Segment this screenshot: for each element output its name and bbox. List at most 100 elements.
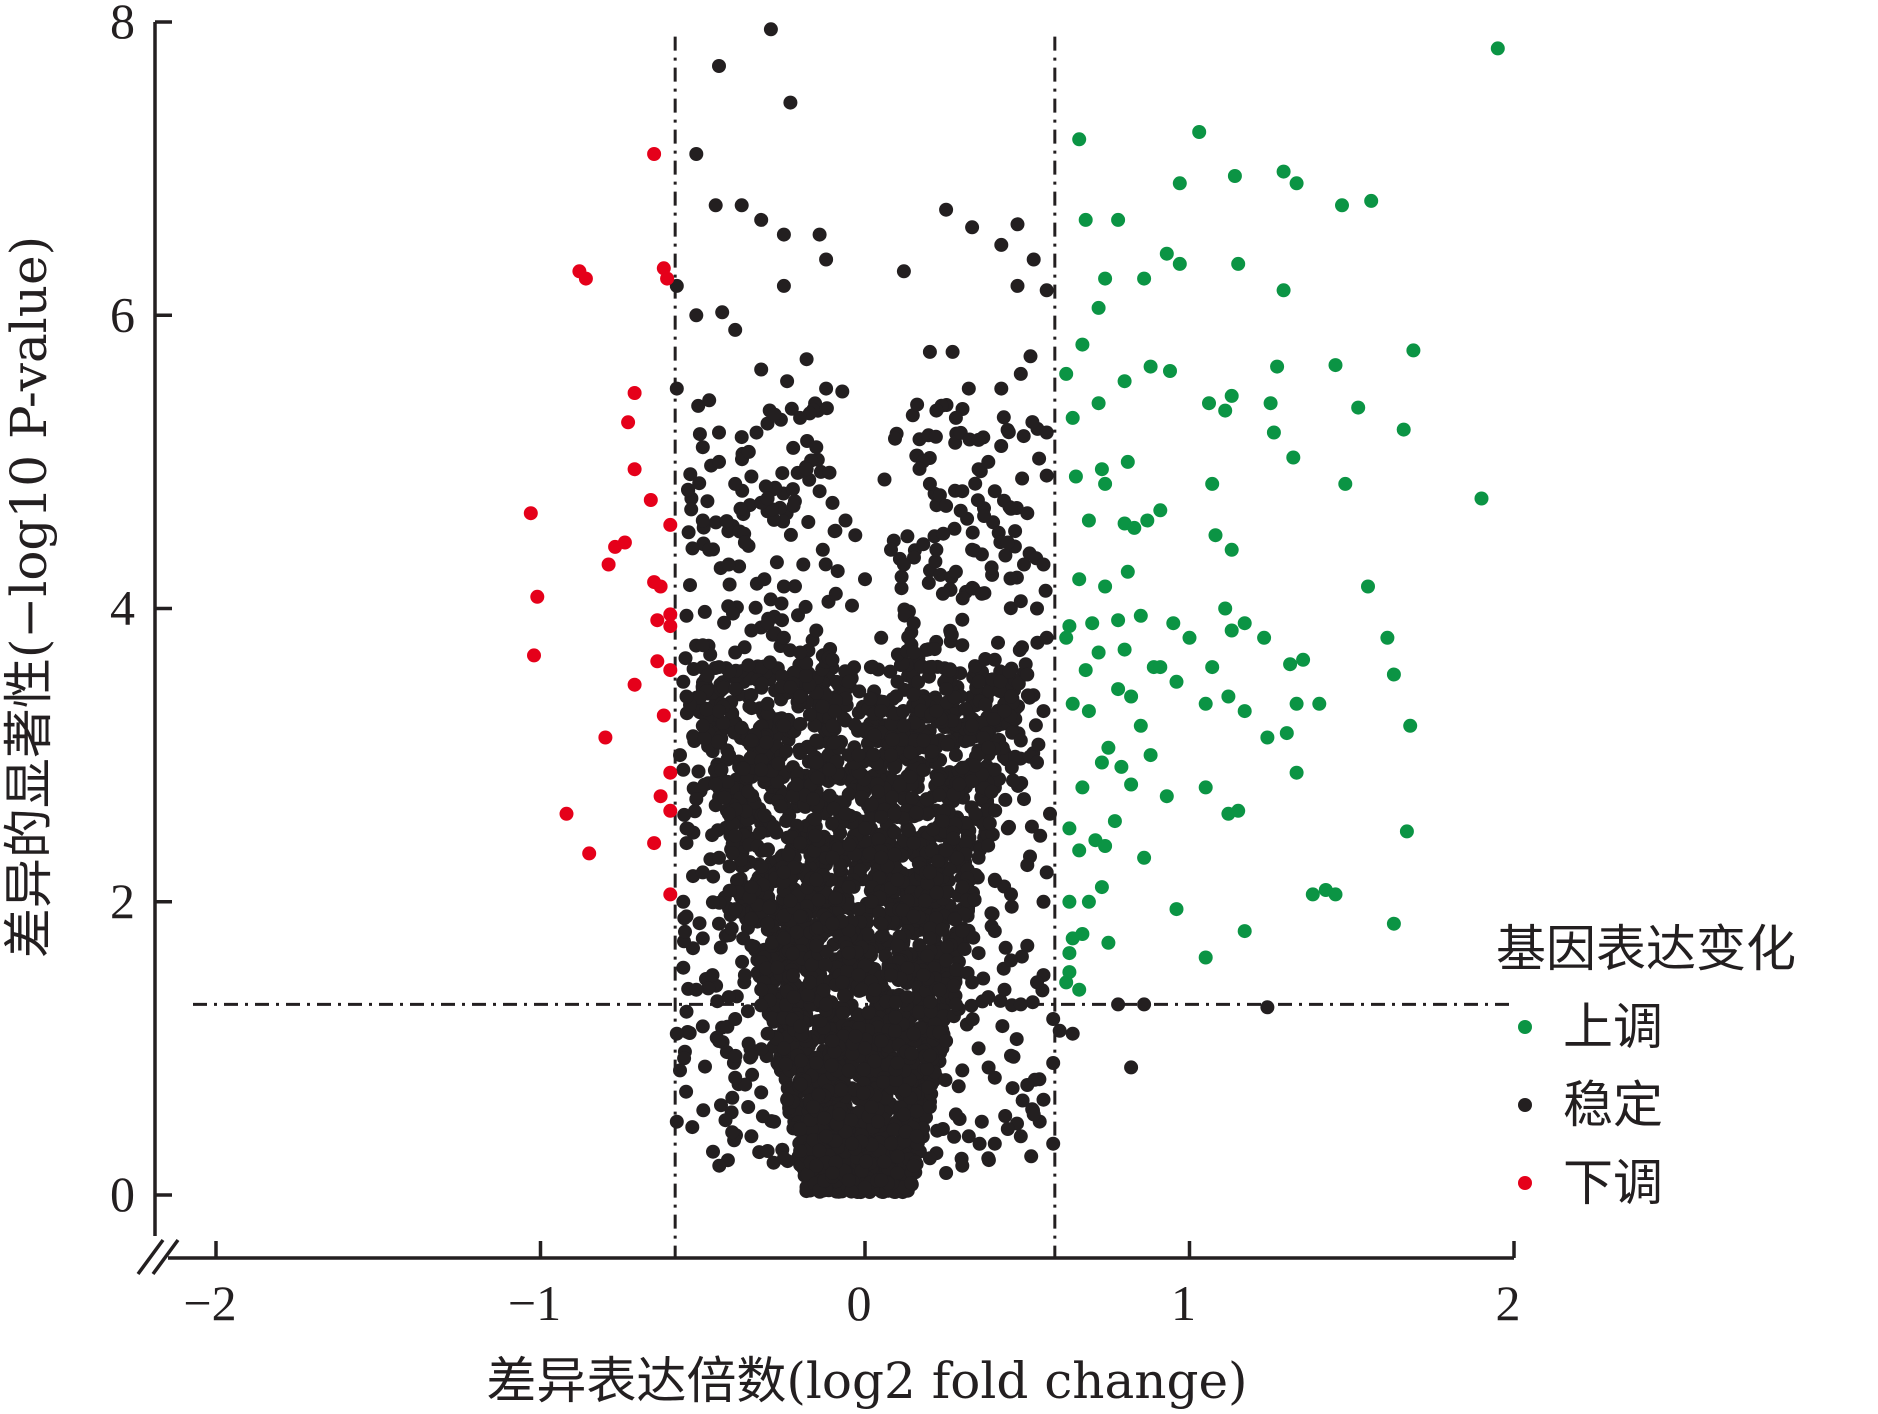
point-stable [734, 198, 749, 213]
point-stable [793, 746, 808, 760]
point-stable [737, 968, 752, 983]
point-stable [1015, 471, 1030, 486]
point-stable [886, 1122, 901, 1137]
point-stable [812, 1143, 827, 1158]
point-stable [801, 515, 816, 529]
point-stable [916, 537, 931, 552]
point-stable [955, 484, 970, 499]
point-stable [779, 814, 794, 829]
point-stable [724, 921, 739, 936]
point-stable [884, 1136, 898, 1151]
point-up [1133, 608, 1148, 623]
point-stable [895, 903, 910, 918]
point-stable [958, 835, 973, 850]
point-stable [1137, 997, 1152, 1012]
point-stable [1015, 640, 1029, 655]
point-stable [961, 381, 976, 396]
point-up [1205, 660, 1220, 675]
point-stable [830, 564, 845, 579]
point-stable [890, 1056, 905, 1070]
y-tick-label: 0 [110, 1166, 135, 1222]
point-stable [732, 559, 747, 574]
point-stable [974, 586, 989, 601]
point-up [1137, 850, 1152, 865]
point-stable [981, 990, 996, 1005]
point-stable [741, 1100, 756, 1114]
point-stable [774, 596, 789, 611]
point-stable [906, 687, 921, 702]
point-down [627, 386, 642, 400]
point-stable [744, 1129, 759, 1144]
point-stable [743, 750, 758, 765]
point-stable [744, 623, 759, 638]
point-up [1237, 616, 1252, 631]
point-stable [867, 728, 882, 743]
point-stable [681, 482, 695, 497]
point-stable [896, 557, 911, 572]
point-stable [874, 916, 889, 931]
point-stable [898, 1124, 913, 1139]
point-up [1098, 579, 1113, 594]
point-stable [813, 1013, 828, 1028]
point-down [608, 539, 623, 554]
point-stable [742, 699, 757, 714]
point-stable [838, 664, 853, 679]
point-stable [955, 880, 970, 895]
point-up [1111, 212, 1126, 227]
point-down [582, 846, 597, 861]
point-stable [1002, 664, 1017, 679]
point-down [559, 806, 574, 821]
point-stable [809, 623, 824, 638]
point-stable [874, 1034, 889, 1048]
point-stable [867, 982, 882, 997]
point-stable [733, 501, 748, 516]
point-stable [874, 630, 889, 645]
point-stable [770, 960, 785, 975]
point-stable [775, 466, 790, 481]
point-stable [950, 851, 965, 866]
point-stable [911, 675, 926, 690]
point-stable [741, 784, 756, 799]
point-stable [699, 702, 714, 717]
point-stable [1023, 349, 1038, 364]
point-stable [710, 734, 725, 749]
point-down [663, 619, 678, 634]
point-stable [928, 429, 943, 444]
point-stable [819, 944, 834, 959]
point-up [1406, 343, 1421, 358]
point-stable [856, 1062, 871, 1077]
point-stable [1024, 1149, 1039, 1164]
point-stable [955, 638, 970, 653]
y-tick-label: 4 [110, 580, 135, 636]
point-stable [852, 684, 867, 699]
point-stable [722, 859, 737, 874]
point-up [1305, 887, 1320, 902]
point-stable [958, 815, 973, 830]
point-down [663, 765, 678, 780]
point-stable [716, 716, 731, 730]
point-stable [965, 975, 980, 990]
point-stable [783, 527, 798, 542]
point-stable [765, 935, 779, 950]
point-stable [807, 843, 822, 858]
point-stable [740, 1004, 755, 1019]
point-up [1328, 358, 1343, 373]
point-stable [903, 770, 918, 785]
point-stable [1008, 524, 1023, 539]
point-down [527, 648, 541, 663]
point-stable [754, 212, 769, 227]
point-stable [945, 344, 960, 359]
point-up [1143, 748, 1158, 763]
point-down [647, 147, 662, 161]
point-stable [776, 278, 791, 293]
point-down [650, 613, 665, 628]
point-stable [673, 1063, 687, 1078]
point-stable [669, 278, 684, 293]
point-stable [1011, 676, 1026, 691]
point-stable [894, 569, 909, 584]
point-down [601, 557, 616, 572]
point-stable [789, 925, 804, 940]
point-stable [755, 676, 770, 691]
point-stable [904, 1046, 919, 1061]
point-stable [1000, 1122, 1015, 1136]
